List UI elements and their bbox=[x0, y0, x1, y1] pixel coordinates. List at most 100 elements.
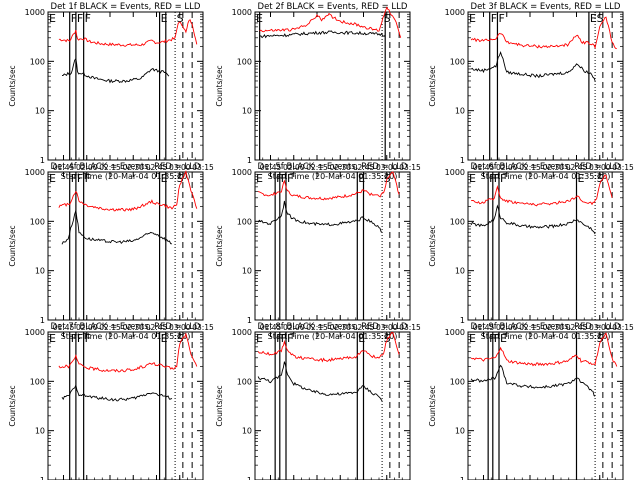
y-tick-label: 100 bbox=[237, 377, 252, 386]
marker-letter: F bbox=[498, 12, 504, 25]
x-tick-label: 02:15 bbox=[99, 163, 121, 172]
marker-letter: F bbox=[281, 172, 287, 185]
panel-det-4: Det 4f BLACK = Events, RED = LLD Counts/s… bbox=[8, 162, 214, 341]
y-tick-label: 10 bbox=[242, 267, 252, 276]
y-tick-label: 1 bbox=[247, 476, 252, 480]
marker-letter: S bbox=[177, 172, 184, 185]
x-tick-label: 03:00 bbox=[589, 323, 611, 332]
x-tick-label: 03:00 bbox=[376, 163, 398, 172]
series-line-events bbox=[61, 57, 170, 84]
series-line-events bbox=[470, 51, 596, 82]
marker-letter: F bbox=[281, 332, 287, 345]
x-tick-label: 02:30 bbox=[542, 163, 564, 172]
x-axis-label: Start Time (20-Mar-04 01:35:20) bbox=[61, 332, 191, 341]
y-tick-label: 1000 bbox=[25, 8, 45, 17]
panel-title: Det 6f BLACK = Events, RED = LLD bbox=[471, 162, 621, 172]
y-tick-label: 100 bbox=[30, 377, 45, 386]
y-tick-label: 1 bbox=[40, 476, 45, 480]
panel-title: Det 2f BLACK = Events, RED = LLD bbox=[258, 2, 408, 12]
marker-letter: F bbox=[71, 172, 77, 185]
y-tick-label: 1000 bbox=[445, 168, 465, 177]
x-tick-label: 03:15 bbox=[612, 163, 634, 172]
panel-det-8: Det 8f BLACK = Events, RED = LLD Counts/s… bbox=[215, 322, 411, 480]
x-axis-label: Start Time (20-Mar-04 01:35:20) bbox=[61, 172, 191, 181]
marker-letter: E bbox=[358, 332, 365, 345]
x-tick-label: 02:30 bbox=[122, 323, 144, 332]
marker-letter: F bbox=[85, 172, 91, 185]
marker-letter: S bbox=[384, 332, 391, 345]
y-axis-label: Counts/sec bbox=[215, 385, 224, 426]
x-tick-label: 03:15 bbox=[399, 163, 421, 172]
marker-letter: F bbox=[500, 172, 506, 185]
y-tick-label: 1000 bbox=[232, 8, 252, 17]
x-axis-label: Start Time (20-Mar-04 01:35:20) bbox=[268, 332, 398, 341]
series-line-events bbox=[61, 210, 173, 245]
x-tick-label: 03:00 bbox=[169, 323, 191, 332]
marker-letter: E bbox=[469, 12, 476, 25]
marker-letter: F bbox=[77, 12, 83, 25]
marker-letter: F bbox=[489, 332, 495, 345]
marker-letter: S bbox=[597, 172, 604, 185]
plot-frame bbox=[254, 171, 411, 321]
panel-det-9: Det 9f BLACK = Events, RED = LLD Counts/s… bbox=[428, 322, 624, 480]
y-axis-label: Counts/sec bbox=[428, 225, 437, 266]
panel-det-3: Det 3f BLACK = Events, RED = LLD Counts/s… bbox=[428, 2, 634, 181]
plot-frame bbox=[47, 11, 204, 161]
y-axis-label: Counts/sec bbox=[8, 225, 17, 266]
y-tick-label: 100 bbox=[450, 377, 465, 386]
marker-letter: E bbox=[256, 12, 263, 25]
x-tick-label: 02:00 bbox=[283, 323, 305, 332]
marker-letter: S bbox=[177, 332, 184, 345]
y-axis-label: Counts/sec bbox=[215, 65, 224, 106]
marker-letter: E bbox=[590, 12, 597, 25]
marker-letter: E bbox=[161, 12, 168, 25]
y-tick-label: 10 bbox=[35, 427, 45, 436]
x-tick-label: 02:45 bbox=[353, 323, 375, 332]
x-tick-label: 02:45 bbox=[146, 323, 168, 332]
marker-letter: E bbox=[161, 332, 168, 345]
y-tick-label: 100 bbox=[237, 57, 252, 66]
panel-title: Det 7f BLACK = Events, RED = LLD bbox=[51, 322, 201, 332]
series-line-lld bbox=[470, 16, 617, 50]
x-tick-label: 01:45 bbox=[473, 323, 495, 332]
marker-letter: F bbox=[85, 332, 91, 345]
x-tick-label: 02:45 bbox=[566, 163, 588, 172]
marker-letter: F bbox=[287, 332, 293, 345]
marker-letter: F bbox=[491, 12, 497, 25]
marker-letter: F bbox=[494, 172, 500, 185]
x-tick-label: 02:15 bbox=[306, 323, 328, 332]
plot-frame bbox=[467, 331, 624, 480]
marker-letter: E bbox=[500, 332, 507, 345]
series-line-events bbox=[257, 361, 383, 402]
marker-letter: S bbox=[597, 332, 604, 345]
x-tick-label: 02:30 bbox=[329, 323, 351, 332]
marker-letter: E bbox=[358, 172, 365, 185]
y-tick-label: 1000 bbox=[25, 168, 45, 177]
x-tick-label: 01:45 bbox=[53, 163, 75, 172]
plot-frame bbox=[47, 331, 204, 480]
x-tick-label: 03:15 bbox=[192, 323, 214, 332]
y-tick-label: 1 bbox=[247, 316, 252, 325]
x-tick-label: 03:00 bbox=[169, 163, 191, 172]
marker-letter: F bbox=[287, 172, 293, 185]
y-tick-label: 10 bbox=[455, 427, 465, 436]
series-line-lld bbox=[257, 332, 400, 363]
marker-letter: E bbox=[49, 12, 56, 25]
marker-letter: E bbox=[469, 172, 476, 185]
x-tick-label: 01:45 bbox=[260, 163, 282, 172]
marker-letter: F bbox=[77, 172, 83, 185]
y-axis-label: Counts/sec bbox=[8, 385, 17, 426]
marker-letter: E bbox=[469, 332, 476, 345]
series-line-lld bbox=[259, 6, 402, 38]
x-axis-label: Start Time (20-Mar-04 01:35:20) bbox=[481, 332, 611, 341]
series-line-events bbox=[61, 383, 173, 402]
x-tick-label: 02:30 bbox=[329, 163, 351, 172]
marker-letter: F bbox=[77, 332, 83, 345]
series-line-lld bbox=[257, 171, 400, 201]
panel-title: Det 5f BLACK = Events, RED = LLD bbox=[258, 162, 408, 172]
x-axis-label: Start Time (20-Mar-04 01:35:20) bbox=[268, 172, 398, 181]
y-tick-label: 1 bbox=[460, 316, 465, 325]
y-tick-label: 10 bbox=[242, 427, 252, 436]
y-axis-label: Counts/sec bbox=[428, 385, 437, 426]
